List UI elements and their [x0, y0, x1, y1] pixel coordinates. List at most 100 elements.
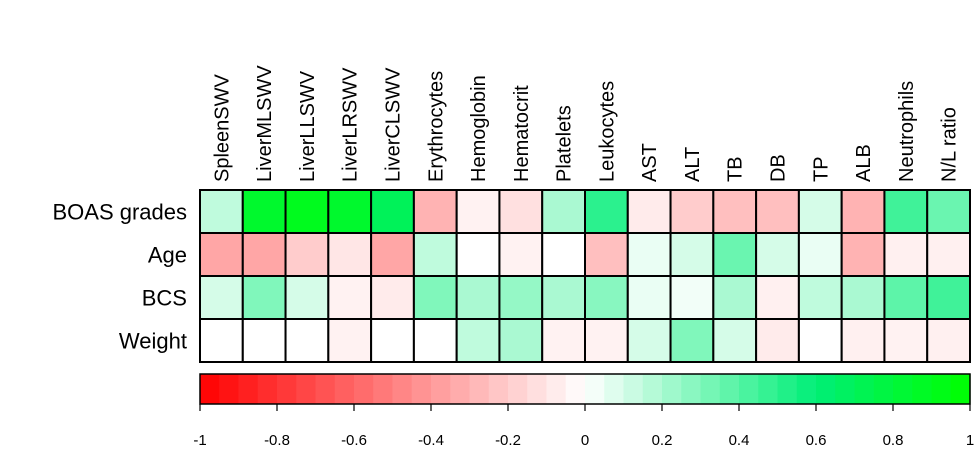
heatmap-cell: [541, 318, 587, 363]
heatmap-cell: [755, 318, 800, 363]
heatmap-cell: [840, 275, 886, 320]
colorbar-tick-label: 1: [966, 432, 974, 449]
heatmap-cell: [669, 232, 715, 277]
colorbar-step: [469, 374, 490, 404]
heatmap-cell: [712, 232, 758, 277]
column-label: LiverLLSWV: [297, 70, 319, 182]
colorbar-step: [508, 374, 528, 404]
colorbar-step: [488, 374, 509, 404]
heatmap-cell: [584, 189, 629, 234]
colorbar-step: [373, 374, 394, 404]
colorbar-tick-label: -0.4: [418, 432, 444, 449]
colorbar-step: [893, 374, 913, 404]
colorbar-step: [642, 374, 663, 404]
colorbar-step: [527, 374, 548, 404]
heatmap-cell: [241, 318, 287, 363]
heatmap-cells: [199, 189, 972, 363]
heatmap-cell: [284, 275, 330, 320]
colorbar-step: [277, 374, 297, 404]
colorbar-step: [411, 374, 432, 404]
heatmap-cell: [412, 232, 458, 277]
colorbar-ticks: -1 -0.8 -0.6 -0.4 -0.2 0 0.2 0.4 0.6 0.8 1: [193, 404, 974, 449]
colorbar-step: [700, 374, 721, 404]
colorbar-step: [623, 374, 644, 404]
colorbar-step: [296, 374, 317, 404]
heatmap-cell: [584, 275, 629, 320]
colorbar-step: [546, 374, 567, 404]
colorbar-tick-label: 0.6: [806, 432, 827, 449]
colorbar-tick-label: 0.2: [652, 432, 673, 449]
heatmap-cell: [626, 232, 672, 277]
colorbar-step: [200, 374, 220, 404]
colorbar-step: [873, 374, 894, 404]
heatmap-cell: [284, 318, 330, 363]
column-label: SpleenSWV: [211, 74, 233, 182]
heatmap-cell: [199, 275, 244, 320]
heatmap-cell: [327, 189, 373, 234]
heatmap-cell: [840, 232, 886, 277]
heatmap-cell: [797, 275, 843, 320]
heatmap-cell: [926, 189, 972, 234]
colorbar: [199, 373, 971, 405]
heatmap-cell: [412, 318, 458, 363]
colorbar-step: [604, 374, 625, 404]
colorbar-tick-label: 0: [581, 432, 589, 449]
colorbar-step: [334, 374, 355, 404]
heatmap-cell: [584, 318, 629, 363]
column-label: TP: [810, 156, 832, 182]
heatmap-cell: [498, 189, 544, 234]
heatmap-cell: [241, 189, 287, 234]
colorbar-step: [777, 374, 798, 404]
heatmap-cell: [926, 275, 972, 320]
colorbar-step: [854, 374, 875, 404]
column-labels: SpleenSWV LiverMLSWV LiverLLSWV LiverLRSWV L…: [211, 65, 960, 182]
heatmap-cell: [797, 318, 843, 363]
heatmap-cell: [370, 189, 415, 234]
column-label: AST: [639, 143, 661, 182]
colorbar-step: [758, 374, 779, 404]
column-label: Leukocytes: [596, 81, 618, 182]
colorbar-tick-label: 0.8: [883, 432, 904, 449]
column-label: LiverCLSWV: [383, 67, 405, 182]
heatmap-cell: [541, 232, 587, 277]
heatmap-cell: [455, 232, 501, 277]
heatmap-cell: [669, 275, 715, 320]
heatmap-cell: [498, 232, 544, 277]
heatmap-cell: [797, 189, 843, 234]
column-label: Erythrocytes: [425, 71, 447, 182]
heatmap-cell: [370, 232, 415, 277]
colorbar-step: [450, 374, 471, 404]
row-label: Age: [148, 243, 187, 268]
heatmap-cell: [755, 189, 800, 234]
heatmap-cell: [199, 232, 244, 277]
colorbar-tick-label: 0.4: [729, 432, 750, 449]
colorbar-step: [392, 374, 413, 404]
heatmap-cell: [241, 275, 287, 320]
column-label: Hemoglobin: [468, 75, 490, 182]
heatmap-cell: [883, 189, 929, 234]
colorbar-step: [585, 374, 605, 404]
colorbar-step: [931, 374, 952, 404]
heatmap-cell: [840, 318, 886, 363]
heatmap-cell: [584, 232, 629, 277]
column-label: DB: [768, 154, 790, 182]
heatmap-cell: [498, 318, 544, 363]
column-label: ALB: [853, 144, 875, 182]
column-label: Hematocrit: [511, 85, 533, 182]
colorbar-step: [257, 374, 278, 404]
heatmap-cell: [412, 189, 458, 234]
heatmap-cell: [626, 318, 672, 363]
colorbar-tick-label: -1: [193, 432, 206, 449]
colorbar-step: [315, 374, 336, 404]
heatmap-cell: [712, 275, 758, 320]
column-label: Neutrophils: [896, 81, 918, 182]
colorbar-step: [662, 374, 682, 404]
heatmap-cell: [199, 318, 244, 363]
heatmap-cell: [284, 232, 330, 277]
heatmap-cell: [455, 318, 501, 363]
heatmap-cell: [241, 232, 287, 277]
heatmap-cell: [712, 189, 758, 234]
heatmap-cell: [669, 189, 715, 234]
heatmap-cell: [883, 232, 929, 277]
